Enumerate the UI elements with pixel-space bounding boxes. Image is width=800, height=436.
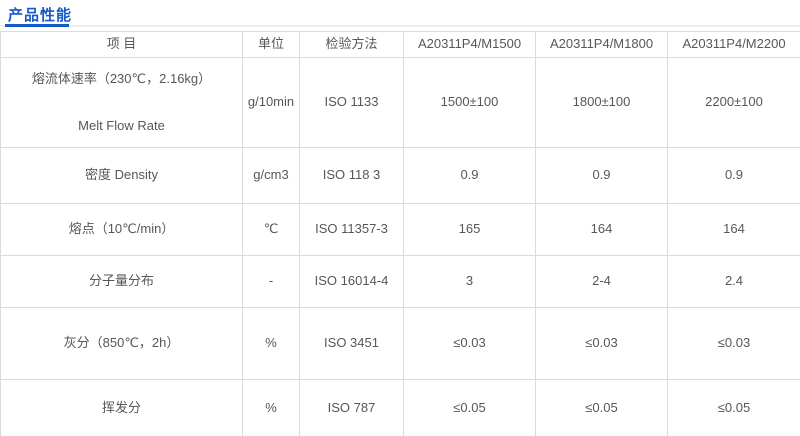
cell-value-m1500: 1500±100 — [403, 57, 536, 148]
cell-value-m2200: 0.9 — [667, 147, 800, 204]
item-label-en: Melt Flow Rate — [78, 117, 165, 133]
cell-value-m1500: ≤0.05 — [403, 379, 536, 436]
cell-method: ISO 16014-4 — [299, 255, 404, 308]
row-volatile-content: 挥发分 % ISO 787 ≤0.05 ≤0.05 ≤0.05 — [0, 379, 800, 436]
cell-value-m2200: 2200±100 — [667, 57, 800, 148]
cell-value-m1500: 3 — [403, 255, 536, 308]
cell-method: ISO 11357-3 — [299, 203, 404, 256]
cell-unit: % — [242, 379, 300, 436]
cell-value-m2200: 164 — [667, 203, 800, 256]
cell-value-m1800: ≤0.05 — [535, 379, 668, 436]
header-grade-m1500: A20311P4/M1500 — [403, 31, 536, 58]
table-header-row: 项 目 单位 检验方法 A20311P4/M1500 A20311P4/M180… — [0, 31, 800, 58]
cell-unit: % — [242, 307, 300, 380]
cell-unit: - — [242, 255, 300, 308]
header-grade-m1800: A20311P4/M1800 — [535, 31, 668, 58]
section-title-bar: 产品性能 — [0, 0, 800, 27]
cell-value-m1800: 164 — [535, 203, 668, 256]
row-ash-content: 灰分（850℃，2h） % ISO 3451 ≤0.03 ≤0.03 ≤0.03 — [0, 307, 800, 380]
header-item: 项 目 — [0, 31, 243, 58]
cell-item: 挥发分 — [0, 379, 243, 436]
cell-value-m1800: 2-4 — [535, 255, 668, 308]
cell-value-m1500: 0.9 — [403, 147, 536, 204]
cell-item: 密度 Density — [0, 147, 243, 204]
cell-item: 灰分（850℃，2h） — [0, 307, 243, 380]
section-title-tab[interactable]: 产品性能 — [8, 7, 73, 24]
cell-value-m1500: ≤0.03 — [403, 307, 536, 380]
cell-value-m2200: 2.4 — [667, 255, 800, 308]
cell-value-m2200: ≤0.03 — [667, 307, 800, 380]
cell-method: ISO 1133 — [299, 57, 404, 148]
cell-unit: g/10min — [242, 57, 300, 148]
cell-item: 熔点（10℃/min） — [0, 203, 243, 256]
cell-value-m1800: 1800±100 — [535, 57, 668, 148]
row-melt-flow-rate: 熔流体速率（230℃，2.16kg） Melt Flow Rate g/10mi… — [0, 57, 800, 148]
row-molecular-weight-distribution: 分子量分布 - ISO 16014-4 3 2-4 2.4 — [0, 255, 800, 308]
cell-item: 熔流体速率（230℃，2.16kg） Melt Flow Rate — [0, 57, 243, 148]
cell-method: ISO 787 — [299, 379, 404, 436]
cell-unit: ℃ — [242, 203, 300, 256]
cell-method: ISO 118 3 — [299, 147, 404, 204]
row-density: 密度 Density g/cm3 ISO 118 3 0.9 0.9 0.9 — [0, 147, 800, 204]
cell-value-m1800: ≤0.03 — [535, 307, 668, 380]
item-label-cn: 熔流体速率（230℃，2.16kg） — [31, 71, 212, 87]
cell-value-m2200: ≤0.05 — [667, 379, 800, 436]
cell-value-m1500: 165 — [403, 203, 536, 256]
cell-value-m1800: 0.9 — [535, 147, 668, 204]
header-test-method: 检验方法 — [299, 31, 404, 58]
cell-item: 分子量分布 — [0, 255, 243, 308]
cell-unit: g/cm3 — [242, 147, 300, 204]
header-unit: 单位 — [242, 31, 300, 58]
row-melting-point: 熔点（10℃/min） ℃ ISO 11357-3 165 164 164 — [0, 203, 800, 256]
header-grade-m2200: A20311P4/M2200 — [667, 31, 800, 58]
product-properties-table: 项 目 单位 检验方法 A20311P4/M1500 A20311P4/M180… — [0, 31, 800, 436]
cell-method: ISO 3451 — [299, 307, 404, 380]
